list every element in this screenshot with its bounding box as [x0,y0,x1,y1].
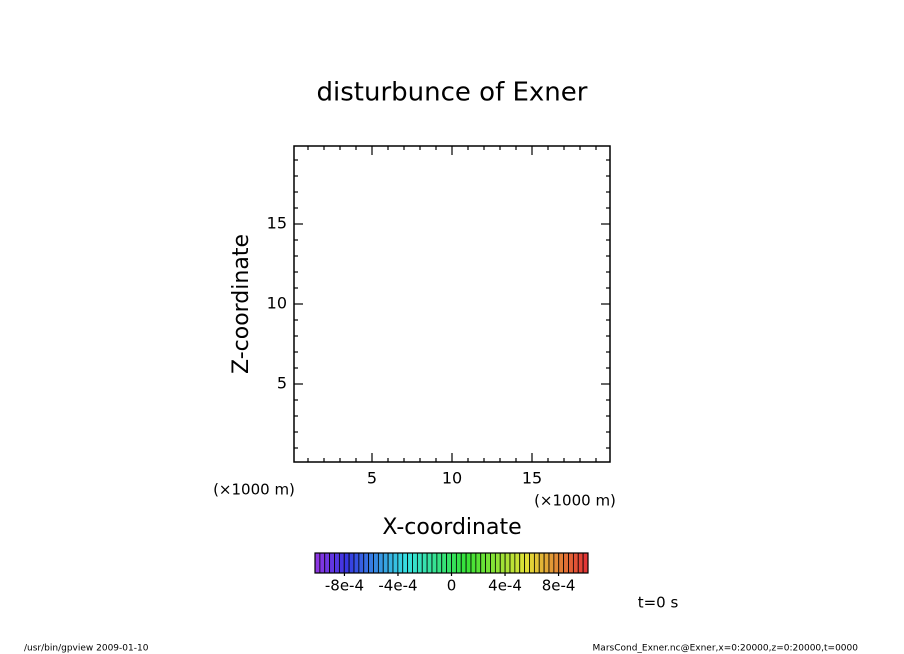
colorbar-cell [568,552,574,574]
y-tick-label: 5 [277,374,287,393]
colorbar-cell [353,552,360,574]
y-tick-label: 15 [267,214,287,233]
colorbar-tick-label: 0 [447,577,457,595]
colorbar-cell [314,552,321,574]
colorbar-cell [514,552,521,574]
colorbar-tick-label: 8e-4 [542,577,576,595]
colorbar-cell [446,552,452,574]
colorbar-cell [504,552,511,574]
colorbar-cell [387,552,394,574]
y-axis-unit: (×1000 m) [213,481,295,499]
colorbar-cell [421,552,428,574]
colorbar-cell [392,552,399,574]
colorbar-cell [553,552,560,574]
x-axis-unit: (×1000 m) [534,492,616,510]
colorbar-cell [460,552,467,574]
colorbar-cell [402,552,409,574]
colorbar-cell [577,552,584,574]
x-tick-label: 15 [522,469,542,488]
x-tick-label: 5 [367,469,377,488]
time-label: t=0 s [638,594,679,612]
colorbar-cell [363,552,370,574]
colorbar-cell [582,552,589,574]
colorbar-cell [338,552,345,574]
colorbar-tick-label: 4e-4 [488,577,522,595]
colorbar-cell [524,552,530,574]
colorbar-cell [529,552,535,574]
colorbar-cell [485,552,491,574]
footer-right: MarsCond_Exner.nc@Exner,x=0:20000,z=0:20… [593,644,859,654]
colorbar-cell [455,552,462,574]
colorbar-cell [490,552,496,574]
colorbar-cell [558,552,565,574]
colorbar-cell [499,552,506,574]
colorbar-cell [465,552,472,574]
colorbar-cell [451,552,457,574]
colorbar-cell [470,552,477,574]
chart-title: disturbunce of Exner [317,78,588,108]
colorbar-cell [431,552,438,574]
colorbar-cell [319,552,326,574]
colorbar-cell [543,552,550,574]
colorbar-cell [548,552,555,574]
colorbar-cell [334,552,340,574]
colorbar-cell [348,552,355,574]
colorbar-tick-label: -8e-4 [325,577,364,595]
colorbar-cell [475,552,482,574]
y-axis-label: Z-coordinate [229,234,254,374]
y-tick-label: 10 [267,294,287,313]
colorbar-cell [324,552,331,574]
colorbar-cell [397,552,404,574]
colorbar-cell [572,552,579,574]
colorbar-cell [509,552,516,574]
colorbar-cell [407,552,413,574]
colorbar-cell [441,552,448,574]
colorbar-cell [519,552,526,574]
colorbar-cell [373,552,379,574]
colorbar-cell [538,552,545,574]
colorbar-cell [382,552,389,574]
colorbar-cell [377,552,384,574]
colorbar-cell [358,552,365,574]
colorbar-cell [343,552,350,574]
colorbar-cell [426,552,433,574]
plot-frame [293,145,611,463]
x-axis-label: X-coordinate [382,515,521,540]
footer-left: /usr/bin/gpview 2009-01-10 [24,644,149,654]
colorbar-cell [563,552,569,574]
x-tick-label: 10 [442,469,462,488]
colorbar-tick-label: -4e-4 [378,577,417,595]
colorbar-cell [368,552,374,574]
colorbar-cell [533,552,540,574]
colorbar-cell [436,552,443,574]
colorbar-cell [494,552,501,574]
colorbar-cell [329,552,335,574]
colorbar-cell [416,552,423,574]
colorbar-cell [480,552,487,574]
colorbar-cell [412,552,418,574]
colorbar: -8e-4 -4e-4 0 4e-4 8e-4 [314,552,589,595]
